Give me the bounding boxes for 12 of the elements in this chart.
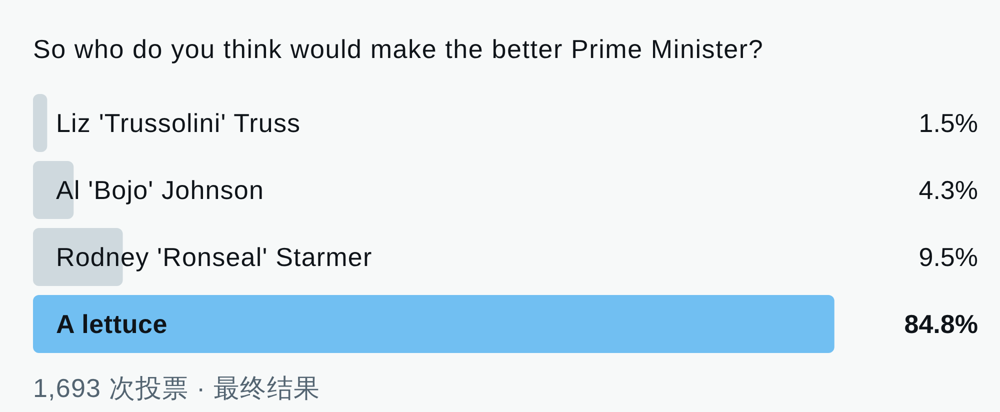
data-label: 1.5% xyxy=(918,108,978,138)
chart-title: So who do you think would make the better Prime Minister? xyxy=(33,34,764,65)
bar xyxy=(33,295,834,353)
y-tick-label: Rodney 'Ronseal' Starmer xyxy=(56,242,372,272)
y-tick-label: Liz 'Trussolini' Truss xyxy=(56,108,301,138)
y-tick-label: Al 'Bojo' Johnson xyxy=(56,175,264,205)
bar xyxy=(33,94,48,152)
data-label: 4.3% xyxy=(918,175,978,205)
data-label: 9.5% xyxy=(918,242,978,272)
text: 1,693 次投票 · 最终结果 xyxy=(33,372,320,405)
y-tick-label: A lettuce xyxy=(56,309,168,339)
data-label: 84.8% xyxy=(904,309,978,339)
